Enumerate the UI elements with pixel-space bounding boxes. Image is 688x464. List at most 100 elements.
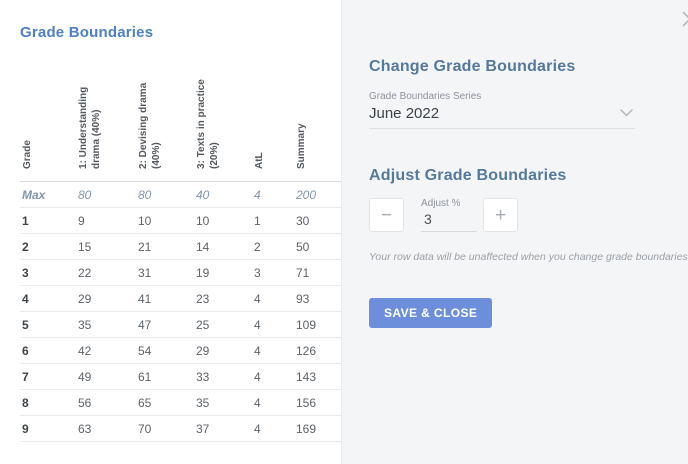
close-icon xyxy=(680,9,688,32)
value-cell: 23 xyxy=(194,285,252,312)
column-header-label: 1: Understanding drama (40%) xyxy=(78,86,102,169)
close-button[interactable] xyxy=(678,8,688,32)
value-cell: 9 xyxy=(76,207,136,234)
panel-heading: Change Grade Boundaries xyxy=(369,58,576,75)
adjust-stepper: − Adjust % + xyxy=(369,198,688,232)
grade-cell: 5 xyxy=(20,311,76,338)
value-cell: 41 xyxy=(136,285,194,312)
table-row: 5 35 47 25 4 109 xyxy=(20,311,341,338)
value-cell: 1 xyxy=(252,207,294,234)
value-cell: 70 xyxy=(136,415,194,442)
value-cell: 109 xyxy=(294,311,341,338)
table-row: 9 63 70 37 4 169 xyxy=(20,415,341,442)
value-cell: 25 xyxy=(194,311,252,338)
value-cell: 80 xyxy=(76,181,136,208)
value-cell: 169 xyxy=(294,415,341,442)
value-cell: 143 xyxy=(294,363,341,390)
table-row: 1 9 10 10 1 30 xyxy=(20,207,341,234)
adjust-heading: Adjust Grade Boundaries xyxy=(369,167,567,184)
series-label: Grade Boundaries Series xyxy=(369,91,482,102)
max-row: Max 80 80 40 4 200 xyxy=(20,181,341,208)
change-boundaries-panel: Change Grade Boundaries Grade Boundaries… xyxy=(341,0,688,464)
value-cell: 4 xyxy=(252,311,294,338)
value-cell: 29 xyxy=(76,285,136,312)
value-cell: 80 xyxy=(136,181,194,208)
value-cell: 31 xyxy=(136,259,194,286)
grade-boundaries-table: Grade 1: Understanding drama (40%) 2: Devi… xyxy=(20,61,341,442)
value-cell: 93 xyxy=(294,285,341,312)
column-header-label: Summary xyxy=(296,123,307,169)
grade-cell: 8 xyxy=(20,389,76,416)
series-select[interactable]: June 2022 xyxy=(369,102,635,129)
adjust-percent-label: Adjust % xyxy=(421,198,461,209)
table-body: Max 80 80 40 4 200 1 9 10 10 1 30 2 15 21 14 2 50 3 22 31 19 3… xyxy=(20,181,341,442)
increment-button[interactable]: + xyxy=(483,198,518,232)
unaffected-data-note: Your row data will be unaffected when yo… xyxy=(369,251,688,263)
table-row: 3 22 31 19 3 71 xyxy=(20,259,341,286)
value-cell: 3 xyxy=(252,259,294,286)
column-header: 2: Devising drama (40%) xyxy=(136,61,194,182)
grade-cell: 1 xyxy=(20,207,76,234)
value-cell: 65 xyxy=(136,389,194,416)
value-cell: 2 xyxy=(252,233,294,260)
page-title: Grade Boundaries xyxy=(20,24,154,41)
value-cell: 126 xyxy=(294,337,341,364)
grade-cell: 4 xyxy=(20,285,76,312)
grade-cell: 3 xyxy=(20,259,76,286)
value-cell: 15 xyxy=(76,233,136,260)
value-cell: 200 xyxy=(294,181,341,208)
value-cell: 4 xyxy=(252,337,294,364)
value-cell: 4 xyxy=(252,363,294,390)
value-cell: 49 xyxy=(76,363,136,390)
adjust-percent-input[interactable] xyxy=(421,210,477,232)
column-header: 3: Texts in practice (20%) xyxy=(194,61,252,182)
value-cell: 35 xyxy=(76,311,136,338)
table-row: 6 42 54 29 4 126 xyxy=(20,337,341,364)
grade-cell: 9 xyxy=(20,415,76,442)
adjust-percent-field: Adjust % xyxy=(421,198,477,232)
minus-icon: − xyxy=(380,204,393,226)
value-cell: 56 xyxy=(76,389,136,416)
table-header-row: Grade 1: Understanding drama (40%) 2: Devi… xyxy=(20,61,341,182)
table-row: 2 15 21 14 2 50 xyxy=(20,233,341,260)
column-header: 1: Understanding drama (40%) xyxy=(76,61,136,182)
value-cell: 4 xyxy=(252,415,294,442)
value-cell: 35 xyxy=(194,389,252,416)
column-header-label: AtL xyxy=(254,152,265,169)
chevron-down-icon xyxy=(620,104,633,122)
value-cell: 33 xyxy=(194,363,252,390)
table-row: 4 29 41 23 4 93 xyxy=(20,285,341,312)
value-cell: 156 xyxy=(294,389,341,416)
value-cell: 4 xyxy=(252,181,294,208)
value-cell: 22 xyxy=(76,259,136,286)
column-header: Grade xyxy=(20,61,76,182)
table-row: 7 49 61 33 4 143 xyxy=(20,363,341,390)
value-cell: 50 xyxy=(294,233,341,260)
grade-cell: Max xyxy=(20,181,76,208)
column-header-label: 3: Texts in practice (20%) xyxy=(196,79,220,169)
column-header: AtL xyxy=(252,61,294,182)
value-cell: 42 xyxy=(76,337,136,364)
value-cell: 19 xyxy=(194,259,252,286)
save-close-button[interactable]: SAVE & CLOSE xyxy=(369,298,493,328)
value-cell: 54 xyxy=(136,337,194,364)
grade-cell: 7 xyxy=(20,363,76,390)
value-cell: 30 xyxy=(294,207,341,234)
plus-icon: + xyxy=(494,204,507,226)
value-cell: 29 xyxy=(194,337,252,364)
column-header-label: 2: Devising drama (40%) xyxy=(138,82,162,169)
value-cell: 37 xyxy=(194,415,252,442)
table-pane: Grade Boundaries Grade 1: Understanding d… xyxy=(0,0,341,464)
value-cell: 61 xyxy=(136,363,194,390)
grade-cell: 6 xyxy=(20,337,76,364)
value-cell: 47 xyxy=(136,311,194,338)
column-header: Summary xyxy=(294,61,341,182)
value-cell: 4 xyxy=(252,389,294,416)
value-cell: 63 xyxy=(76,415,136,442)
series-selected-value: June 2022 xyxy=(369,104,440,122)
decrement-button[interactable]: − xyxy=(369,198,404,232)
value-cell: 21 xyxy=(136,233,194,260)
table-row: 8 56 65 35 4 156 xyxy=(20,389,341,416)
grade-cell: 2 xyxy=(20,233,76,260)
